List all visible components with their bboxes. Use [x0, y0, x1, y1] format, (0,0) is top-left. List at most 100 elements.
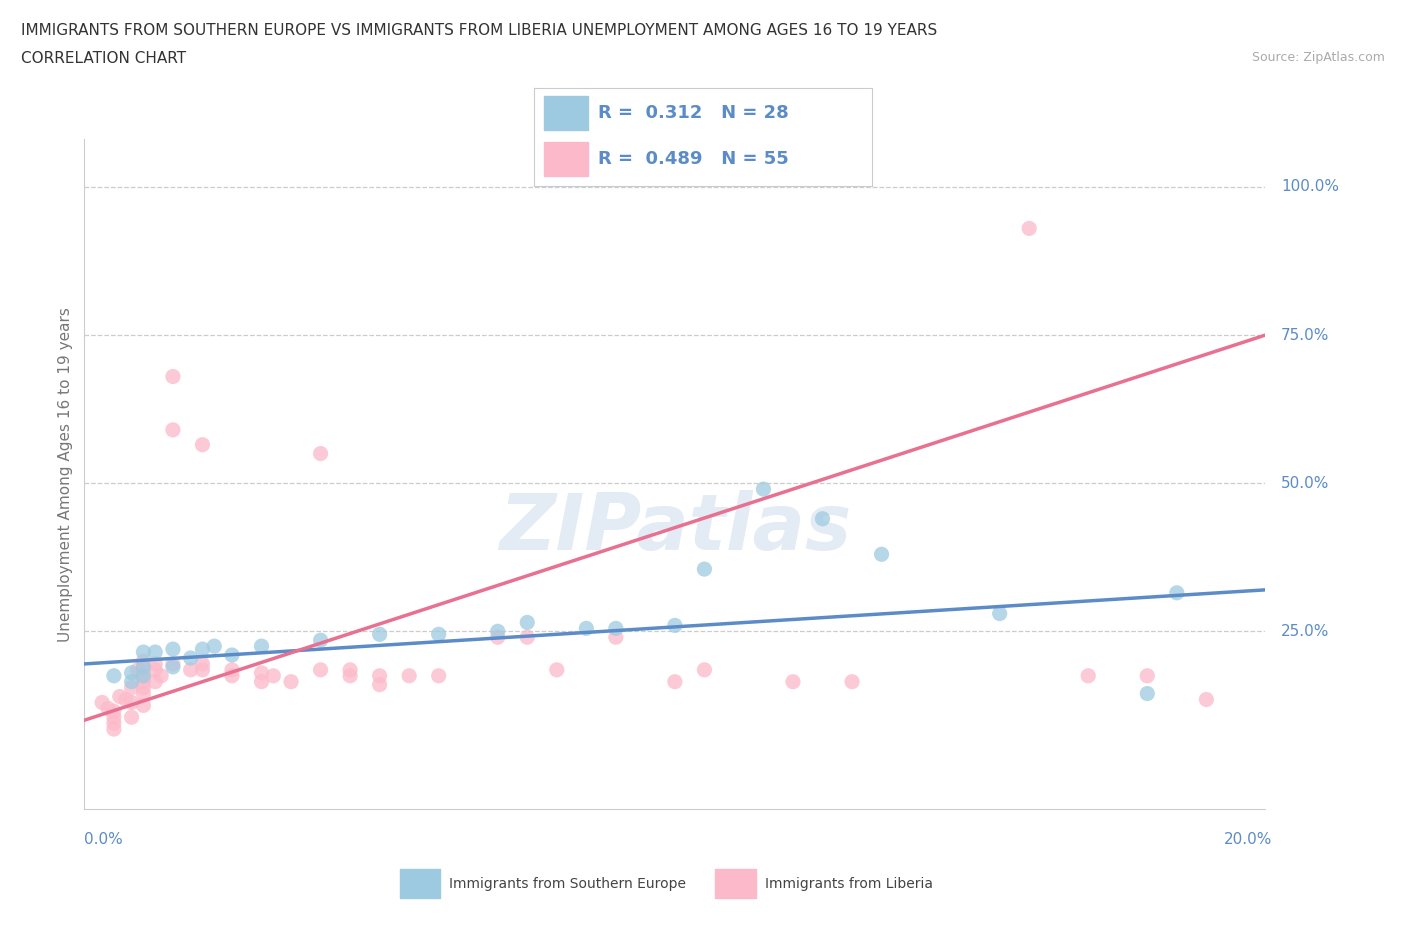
- Point: [516, 615, 538, 630]
- Point: [988, 606, 1011, 621]
- Point: [132, 674, 155, 689]
- Bar: [716, 869, 755, 898]
- Point: [546, 662, 568, 677]
- Point: [202, 639, 225, 654]
- Point: [121, 710, 143, 724]
- Point: [162, 422, 184, 437]
- Point: [221, 669, 243, 684]
- Point: [1136, 669, 1159, 684]
- Point: [870, 547, 893, 562]
- Point: [693, 662, 716, 677]
- Point: [143, 674, 166, 689]
- Text: 50.0%: 50.0%: [1281, 475, 1329, 491]
- Point: [132, 686, 155, 701]
- Point: [605, 630, 627, 644]
- Point: [103, 716, 125, 731]
- Point: [97, 701, 120, 716]
- Point: [180, 651, 202, 666]
- Point: [309, 632, 332, 647]
- Point: [108, 689, 131, 704]
- Point: [221, 647, 243, 662]
- Point: [121, 665, 143, 680]
- Point: [180, 662, 202, 677]
- Point: [91, 695, 114, 710]
- Point: [143, 644, 166, 659]
- Y-axis label: Unemployment Among Ages 16 to 19 years: Unemployment Among Ages 16 to 19 years: [58, 307, 73, 642]
- Point: [162, 369, 184, 384]
- Point: [841, 674, 863, 689]
- Point: [191, 662, 214, 677]
- Point: [250, 674, 273, 689]
- Point: [191, 437, 214, 452]
- Point: [605, 621, 627, 636]
- Point: [486, 624, 509, 639]
- Point: [368, 669, 391, 684]
- Text: 20.0%: 20.0%: [1225, 832, 1272, 847]
- Point: [162, 642, 184, 657]
- Point: [191, 657, 214, 671]
- Text: ZIPatlas: ZIPatlas: [499, 490, 851, 565]
- Point: [103, 669, 125, 684]
- Point: [1018, 221, 1040, 236]
- Point: [575, 621, 598, 636]
- Point: [162, 657, 184, 671]
- Bar: [399, 869, 440, 898]
- Point: [121, 674, 143, 689]
- Point: [150, 669, 173, 684]
- Point: [221, 662, 243, 677]
- Point: [132, 669, 155, 684]
- Point: [664, 674, 686, 689]
- Text: R =  0.312   N = 28: R = 0.312 N = 28: [599, 104, 789, 122]
- Point: [162, 659, 184, 674]
- Text: CORRELATION CHART: CORRELATION CHART: [21, 51, 186, 66]
- Point: [143, 662, 166, 677]
- Point: [309, 446, 332, 461]
- Point: [250, 639, 273, 654]
- Point: [262, 669, 284, 684]
- Text: R =  0.489   N = 55: R = 0.489 N = 55: [599, 150, 789, 168]
- Point: [368, 677, 391, 692]
- Point: [1195, 692, 1218, 707]
- Point: [427, 627, 450, 642]
- Point: [127, 662, 149, 677]
- Point: [132, 680, 155, 695]
- Point: [191, 642, 214, 657]
- Point: [103, 722, 125, 737]
- Point: [132, 662, 155, 677]
- Bar: [544, 142, 588, 177]
- Text: 0.0%: 0.0%: [84, 832, 124, 847]
- Point: [132, 669, 155, 684]
- Point: [368, 627, 391, 642]
- Point: [1077, 669, 1099, 684]
- Text: Immigrants from Liberia: Immigrants from Liberia: [765, 876, 932, 891]
- Point: [121, 680, 143, 695]
- Point: [1166, 585, 1188, 600]
- Point: [1136, 686, 1159, 701]
- Point: [398, 669, 420, 684]
- Bar: [544, 96, 588, 130]
- Point: [339, 662, 361, 677]
- Text: Immigrants from Southern Europe: Immigrants from Southern Europe: [450, 876, 686, 891]
- Point: [103, 704, 125, 719]
- Text: Source: ZipAtlas.com: Source: ZipAtlas.com: [1251, 51, 1385, 64]
- Point: [114, 692, 136, 707]
- Point: [309, 662, 332, 677]
- Point: [132, 698, 155, 712]
- Point: [250, 665, 273, 680]
- Text: 100.0%: 100.0%: [1281, 179, 1339, 194]
- Point: [516, 630, 538, 644]
- Point: [486, 630, 509, 644]
- Point: [339, 669, 361, 684]
- Point: [121, 695, 143, 710]
- Point: [143, 657, 166, 671]
- Text: IMMIGRANTS FROM SOUTHERN EUROPE VS IMMIGRANTS FROM LIBERIA UNEMPLOYMENT AMONG AG: IMMIGRANTS FROM SOUTHERN EUROPE VS IMMIG…: [21, 23, 938, 38]
- Point: [752, 482, 775, 497]
- Text: 75.0%: 75.0%: [1281, 327, 1329, 342]
- Point: [782, 674, 804, 689]
- Point: [811, 512, 834, 526]
- Point: [693, 562, 716, 577]
- Point: [280, 674, 302, 689]
- Text: 25.0%: 25.0%: [1281, 624, 1329, 639]
- Point: [664, 618, 686, 632]
- Point: [132, 659, 155, 674]
